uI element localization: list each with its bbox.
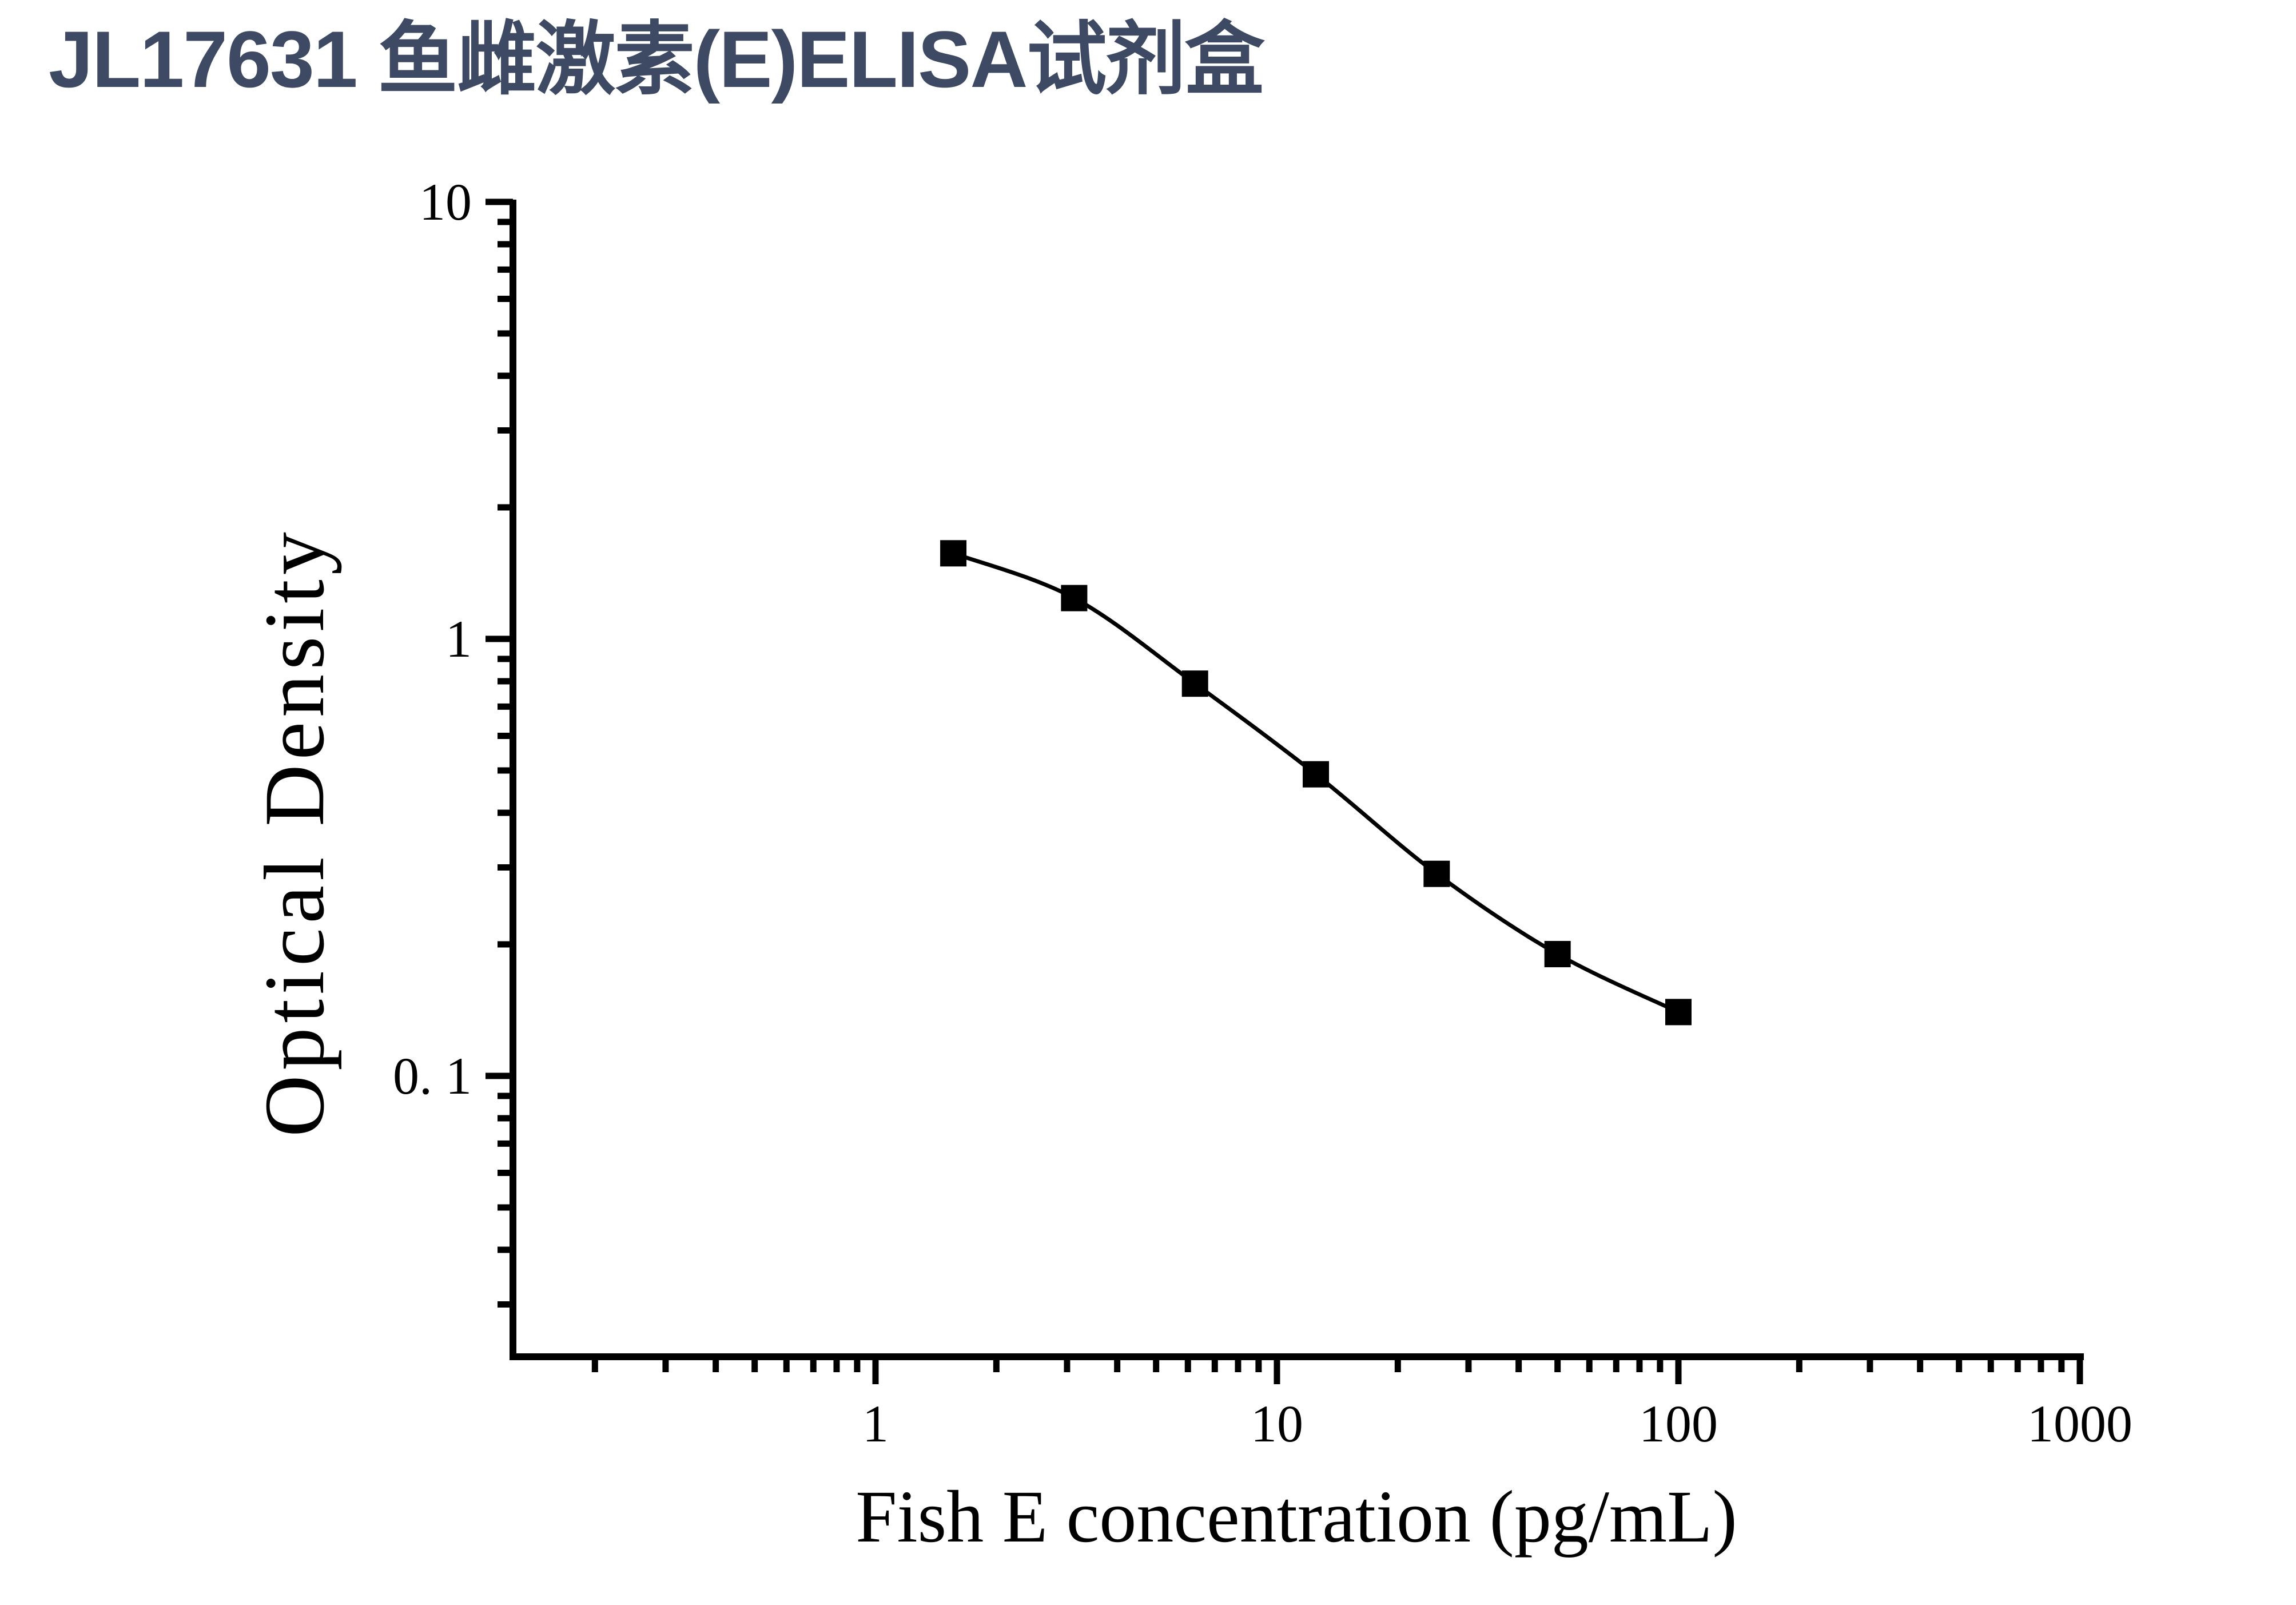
y-tick-label: 1 bbox=[445, 610, 472, 668]
y-axis-title: Optical Density bbox=[247, 527, 342, 1137]
data-point-marker bbox=[1423, 860, 1450, 887]
data-point-marker bbox=[940, 540, 967, 567]
tick-marks bbox=[486, 198, 2083, 1384]
axes bbox=[510, 200, 2084, 1360]
tick-labels: 1 10 100 1000 10 1 0. 1 bbox=[393, 173, 2132, 1453]
x-axis-title: Fish E concentration (pg/mL) bbox=[855, 1476, 1737, 1558]
y-tick-label: 0. 1 bbox=[393, 1047, 472, 1105]
data-point-marker bbox=[1061, 585, 1088, 611]
x-tick-label: 10 bbox=[1251, 1395, 1303, 1453]
series-layer bbox=[940, 540, 1692, 1026]
page-title: JL17631 鱼雌激素(E)ELISA试剂盒 bbox=[49, 14, 1264, 104]
data-point-marker bbox=[1303, 761, 1330, 788]
x-tick-label: 100 bbox=[1639, 1395, 1718, 1453]
x-tick-label: 1 bbox=[862, 1395, 889, 1453]
y-tick-label: 10 bbox=[419, 173, 472, 231]
data-point-marker bbox=[1181, 670, 1208, 697]
x-tick-label: 1000 bbox=[2027, 1395, 2132, 1453]
data-point-marker bbox=[1665, 999, 1692, 1026]
data-point-marker bbox=[1544, 941, 1571, 968]
